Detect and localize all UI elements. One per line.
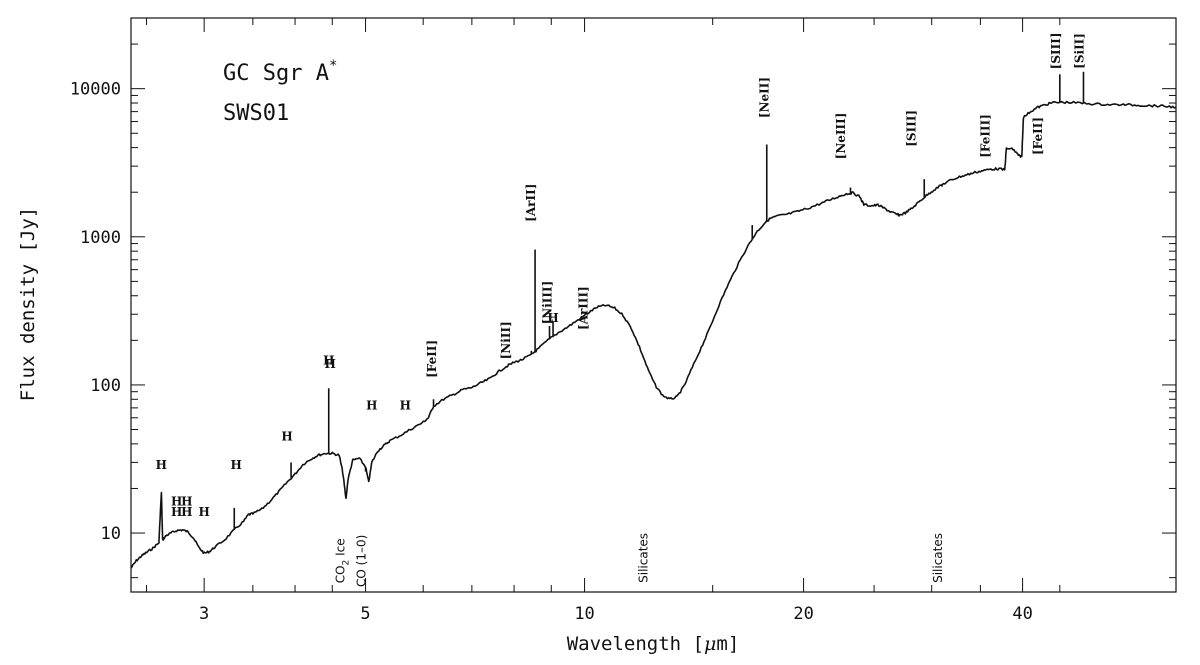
- emission-line-label: [NeIII]: [834, 113, 848, 160]
- hydrogen-line-label: H: [198, 505, 209, 519]
- emission-line-label: [FeII]: [1031, 117, 1045, 155]
- feature-label-end: Ice: [334, 538, 348, 559]
- y-tick-label: 10000: [70, 80, 121, 100]
- absorption-feature-label: Silicates: [931, 533, 945, 583]
- y-tick-label: 100: [90, 376, 121, 396]
- feature-label-main: Silicates: [931, 533, 945, 583]
- hydrogen-line-label: H: [231, 458, 242, 472]
- x-tick-label: 20: [793, 604, 813, 624]
- hydrogen-line-label: H: [171, 495, 182, 509]
- emission-line-label: [SIII]: [1049, 32, 1063, 69]
- hydrogen-line-label: H: [181, 505, 192, 519]
- hydrogen-line-label: H: [323, 354, 334, 368]
- absorption-feature-label: CO2 Ice: [334, 538, 352, 583]
- chart-subtitle: SWS01: [223, 101, 289, 126]
- emission-line-label: [ArIII]: [577, 286, 591, 330]
- feature-label-main: CO: [334, 565, 348, 583]
- emission-line-label: [SIII]: [905, 110, 919, 147]
- hydrogen-line-label: H: [171, 505, 182, 519]
- emission-line-label: [ArII]: [524, 184, 538, 222]
- axis-tick-labels: 3 5 10 20 40 10 100 1000 10000: [70, 80, 1033, 624]
- y-axis-title: Flux density [Jy]: [17, 207, 39, 401]
- hydrogen-line-label: H: [156, 458, 167, 472]
- hydrogen-line-label: H: [281, 430, 292, 444]
- x-tick-label: 5: [360, 604, 370, 624]
- y-tick-label: 10: [101, 524, 121, 544]
- emission-line-label: [NiII]: [499, 321, 513, 359]
- emission-line-label: [NeII]: [758, 77, 772, 118]
- emission-line-label: [NiIII]: [540, 281, 554, 325]
- absorption-feature-label: CO (1–0): [355, 535, 369, 587]
- plot-frame: [130, 17, 1177, 593]
- hydrogen-line-label: H: [400, 399, 411, 413]
- absorption-feature-label: Silicates: [636, 533, 650, 583]
- hydrogen-line-label: H: [547, 311, 558, 325]
- x-tick-label: 3: [199, 604, 209, 624]
- emission-line-label: [FeII]: [425, 340, 439, 378]
- hydrogen-line-label: H: [181, 495, 192, 509]
- emission-spikes: [233, 71, 1085, 530]
- absorption-feature-labels: CO2 Ice CO (1–0) Silicates Silicates: [334, 533, 945, 587]
- x-tick-label: 40: [1012, 604, 1032, 624]
- spectrum-line: [131, 100, 1176, 569]
- feature-label-subscript: 2: [342, 560, 352, 566]
- x-tick-label: 10: [574, 604, 594, 624]
- hydrogen-line-label: H: [324, 357, 335, 371]
- x-axis-title: Wavelength [μm]: [567, 633, 740, 655]
- feature-label-main: CO (1–0): [355, 535, 369, 587]
- hydrogen-line-label: H: [366, 399, 377, 413]
- emission-line-label: [FeIII]: [978, 114, 992, 158]
- axis-ticks: [131, 17, 1176, 592]
- chart-title: GC Sgr A*: [223, 58, 337, 86]
- feature-label-main: Silicates: [636, 533, 650, 583]
- y-tick-label: 1000: [80, 228, 121, 248]
- emission-line-label: [SiII]: [1072, 33, 1086, 69]
